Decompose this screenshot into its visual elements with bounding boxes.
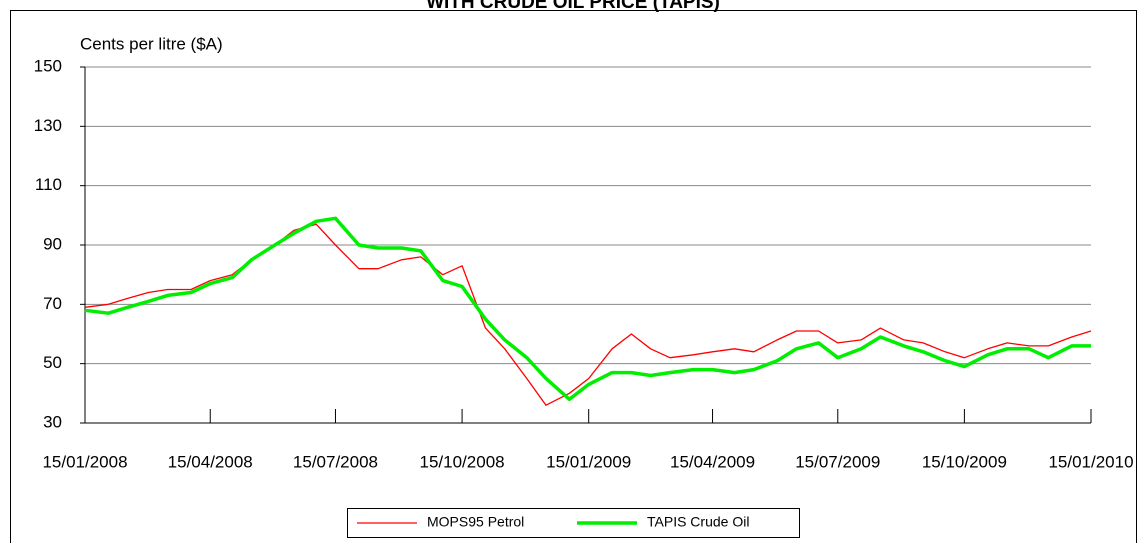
legend-label: MOPS95 Petrol [427, 514, 524, 530]
legend-label: TAPIS Crude Oil [647, 514, 749, 530]
y-tick-label: 130 [34, 116, 62, 135]
x-tick-label: 15/07/2008 [293, 452, 378, 471]
x-tick-label: 15/04/2008 [168, 452, 253, 471]
x-tick-label: 15/01/2009 [546, 452, 631, 471]
y-tick-label: 50 [43, 353, 62, 372]
y-tick-label: 90 [43, 234, 62, 253]
x-tick-label: 15/01/2008 [42, 452, 127, 471]
y-tick-label: 70 [43, 294, 62, 313]
legend-box [347, 508, 800, 538]
x-tick-label: 15/04/2009 [670, 452, 755, 471]
x-tick-label: 15/10/2009 [922, 452, 1007, 471]
x-tick-label: 15/01/2010 [1048, 452, 1133, 471]
x-tick-label: 15/10/2008 [420, 452, 505, 471]
y-tick-label: 30 [43, 412, 62, 431]
y-tick-label: 110 [35, 175, 62, 194]
chart-frame [10, 10, 1137, 548]
chart-title: WITH CRUDE OIL PRICE (TAPIS) [426, 0, 720, 13]
series-line [84, 216, 1091, 402]
y-tick-label: 150 [34, 56, 62, 75]
y-axis-label: Cents per litre ($A) [80, 34, 223, 53]
x-tick-label: 15/07/2009 [795, 452, 880, 471]
